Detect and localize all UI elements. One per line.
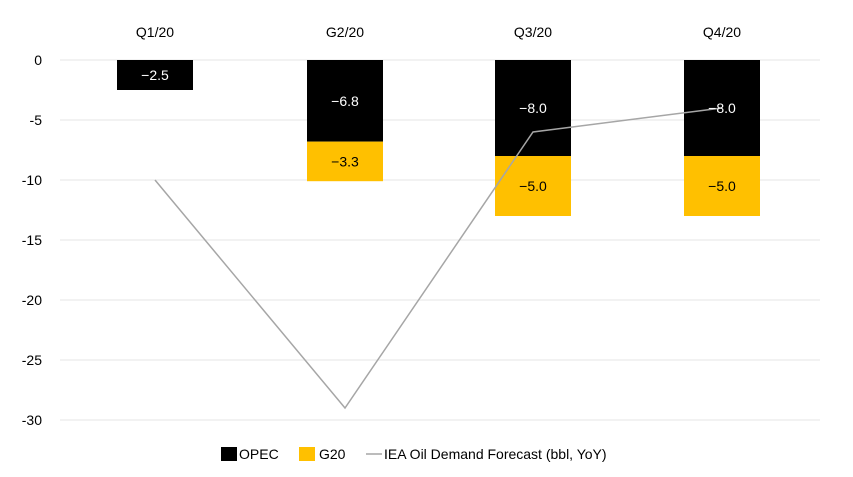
legend-swatch-opec	[221, 447, 237, 461]
data-label: −8.0	[519, 100, 547, 116]
y-tick-label: -15	[22, 232, 42, 248]
y-tick-label: -5	[30, 112, 43, 128]
gridlines	[60, 59, 820, 421]
legend-label-forecast: IEA Oil Demand Forecast (bbl, YoY)	[384, 446, 607, 462]
y-tick-label: -20	[22, 292, 42, 308]
legend: OPEC G20 IEA Oil Demand Forecast (bbl, Y…	[221, 446, 607, 462]
data-label: −6.8	[331, 93, 359, 109]
data-label: −2.5	[141, 67, 169, 83]
forecast-line	[154, 107, 723, 410]
data-label: −3.3	[331, 153, 359, 169]
bar-g20-1	[307, 141, 383, 182]
bar-g20-3	[684, 156, 760, 216]
category-label: Q3/20	[514, 24, 552, 40]
legend-swatch-g20	[299, 447, 315, 461]
y-tick-label: -25	[22, 352, 42, 368]
y-tick-label: -30	[22, 412, 42, 428]
bar-opec-2	[495, 60, 571, 156]
legend-label-opec: OPEC	[239, 446, 279, 462]
data-label: −5.0	[519, 178, 547, 194]
bar-opec-1	[307, 60, 383, 142]
forecast-line-path	[154, 107, 723, 410]
category-label: G2/20	[326, 24, 364, 40]
y-tick-label: 0	[34, 52, 42, 68]
bar-opec-0	[117, 60, 193, 90]
category-labels: Q1/20 G2/20 Q3/20 Q4/20	[136, 24, 741, 40]
bar-g20-2	[495, 156, 571, 216]
legend-label-g20: G20	[319, 446, 346, 462]
data-label: −8.0	[708, 100, 736, 116]
data-label: −5.0	[708, 178, 736, 194]
category-label: Q4/20	[703, 24, 741, 40]
bars	[117, 60, 760, 216]
y-tick-label: -10	[22, 172, 42, 188]
category-label: Q1/20	[136, 24, 174, 40]
data-labels: −2.5 −6.8 −3.3 −8.0 −5.0 −8.0 −5.0	[141, 67, 736, 194]
y-axis-ticks: 0 -5 -10 -15 -20 -25 -30	[22, 52, 42, 428]
